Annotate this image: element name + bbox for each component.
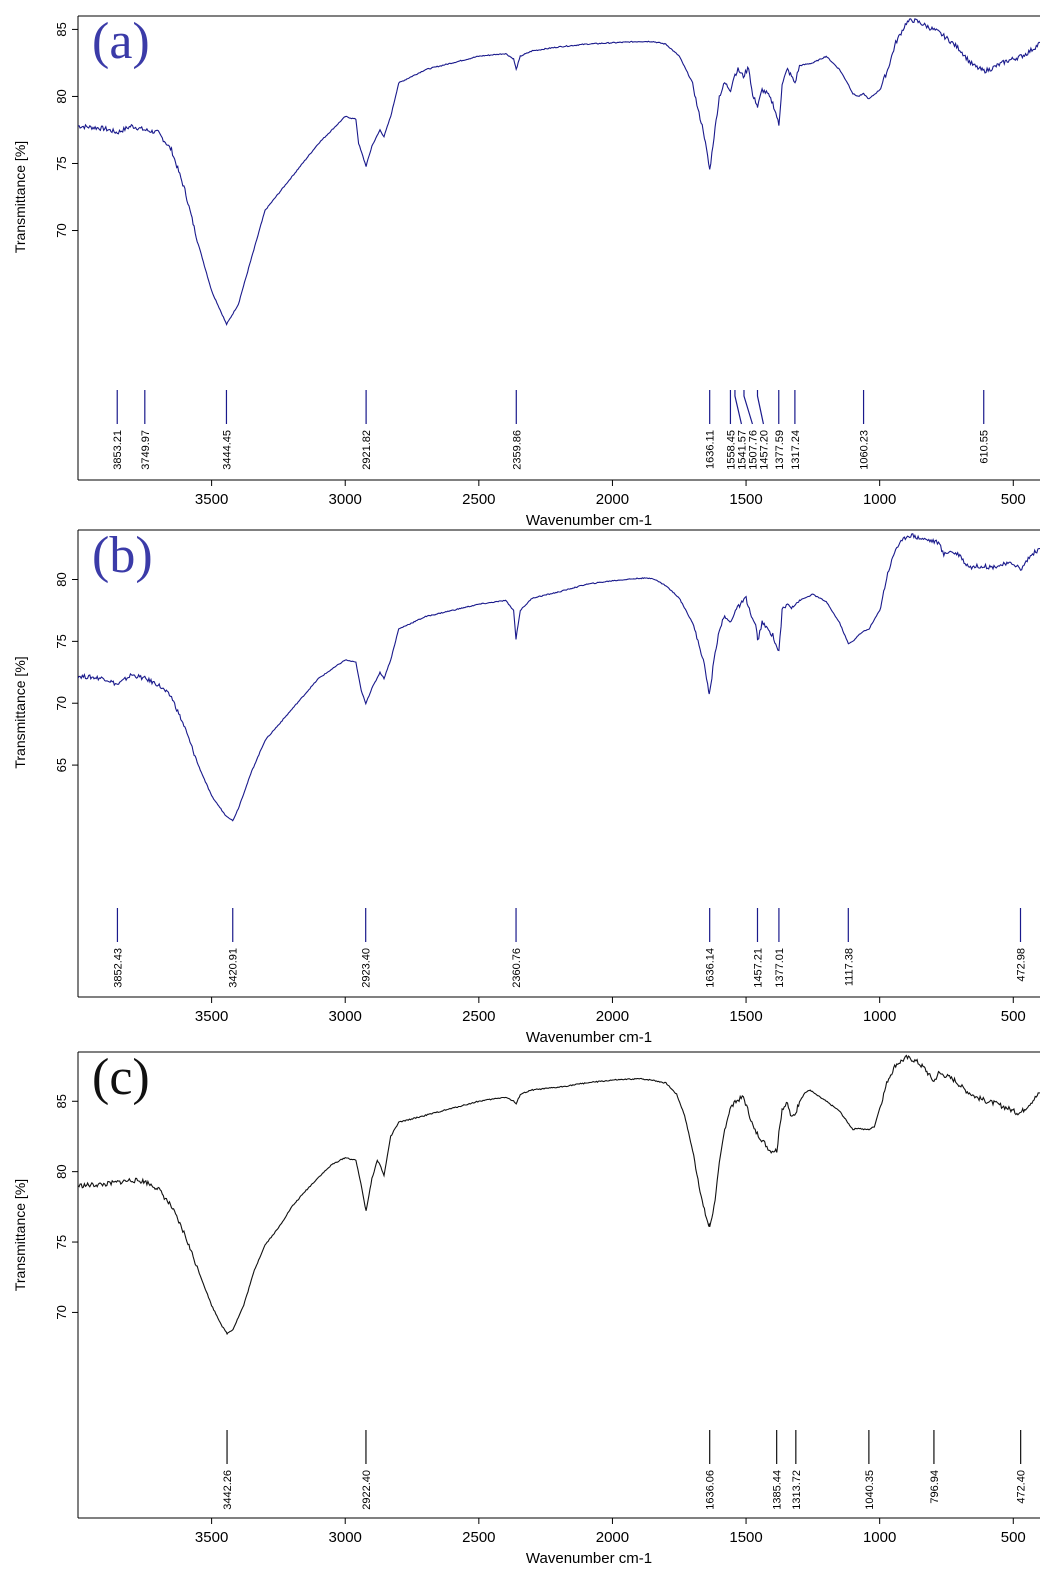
peak-label: 1377.59 [774,430,786,470]
panel-label: (a) [92,13,150,70]
peak-label: 1636.11 [705,430,717,469]
x-tick-label: 2500 [462,491,495,508]
y-tick-label: 85 [54,1094,69,1108]
x-axis-label: Wavenumber cm-1 [526,1029,652,1046]
y-tick-label: 65 [54,758,69,772]
chart-panel-a: 70 75 80 85 3500 3000 2500 2000 1500 1000 500 Waven… [12,13,1040,529]
peak-label: 3852.43 [112,948,124,988]
chart-panel-c: 70 75 80 85 3500 3000 2500 2000 1500 1000 500 Waven… [12,1049,1040,1567]
x-tick-label: 3000 [329,1008,362,1025]
peak-label: 1636.06 [705,1470,717,1510]
peak-label: 1313.72 [791,1470,803,1510]
x-tick-label: 2500 [462,1529,495,1546]
peak-label: 1040.35 [864,1470,876,1510]
peak-label: 610.55 [979,430,991,464]
x-tick-label: 500 [1001,1529,1026,1546]
y-axis-label: Transmittance [%] [12,1179,28,1291]
peak-label: 3749.97 [140,430,152,470]
peak-label: 1558.45 [725,430,737,470]
peak-marker [756,390,765,425]
peak-label: 1457.20 [758,430,770,470]
x-axis-label: Wavenumber cm-1 [526,512,652,529]
x-tick-label: 1000 [863,1008,896,1025]
peak-label: 3420.91 [228,948,240,988]
x-tick-label: 2000 [596,491,629,508]
peak-label: 3853.21 [112,430,124,470]
peak-label: 1117.38 [843,948,855,986]
peak-label: 1457.21 [752,948,764,988]
peak-label: 1317.24 [790,430,802,470]
y-tick-label: 70 [54,696,69,710]
peak-label: 2921.82 [361,430,373,470]
peak-label: 3442.26 [222,1470,234,1510]
peak-label: 1636.14 [705,948,717,988]
x-tick-label: 500 [1001,491,1026,508]
x-axis-label: Wavenumber cm-1 [526,1550,652,1567]
peak-marker [734,390,743,425]
y-axis-label: Transmittance [%] [12,141,28,253]
peak-label: 1377.01 [774,948,786,988]
x-tick-label: 1000 [863,1529,896,1546]
x-tick-label: 1000 [863,491,896,508]
peak-label: 2923.40 [361,948,373,988]
y-tick-label: 80 [54,89,69,103]
x-tick-label: 1500 [729,491,762,508]
y-tick-label: 80 [54,1164,69,1178]
spectrum-line [78,533,1040,822]
x-tick-label: 3500 [195,491,228,508]
y-tick-label: 75 [54,634,69,648]
y-tick-label: 75 [54,1235,69,1249]
peak-label: 3444.45 [221,430,233,470]
peak-label: 796.94 [929,1470,941,1504]
peak-label: 1060.23 [859,430,871,470]
spectrum-line [78,1054,1040,1336]
x-tick-label: 2000 [596,1008,629,1025]
x-tick-label: 2000 [596,1529,629,1546]
x-tick-label: 500 [1001,1008,1026,1025]
y-tick-label: 80 [54,572,69,586]
x-tick-label: 3500 [195,1008,228,1025]
peak-label: 1541.57 [736,430,748,470]
x-tick-label: 2500 [462,1008,495,1025]
panel-label: (c) [92,1049,150,1106]
x-tick-label: 3000 [329,491,362,508]
peak-label: 472.98 [1015,948,1027,982]
x-tick-label: 3500 [195,1529,228,1546]
peak-label: 1507.76 [747,430,759,470]
y-axis-label: Transmittance [%] [12,656,28,768]
chart-panel-b: 65 70 75 80 3500 3000 2500 2000 1500 1000 500 Waven… [12,527,1040,1046]
peak-label: 2359.86 [511,430,523,470]
y-tick-label: 85 [54,22,69,36]
peak-label: 1385.44 [772,1470,784,1510]
y-tick-label: 70 [54,223,69,237]
peak-label: 472.40 [1016,1470,1028,1504]
spectrum-line [78,18,1040,326]
peak-label: 2360.76 [511,948,523,988]
x-tick-label: 1500 [729,1529,762,1546]
y-tick-label: 75 [54,156,69,170]
y-tick-label: 70 [54,1305,69,1319]
peak-marker [743,390,754,425]
panel-label: (b) [92,527,153,584]
x-tick-label: 1500 [729,1008,762,1025]
x-tick-label: 3000 [329,1529,362,1546]
peak-label: 2922.40 [361,1470,373,1510]
